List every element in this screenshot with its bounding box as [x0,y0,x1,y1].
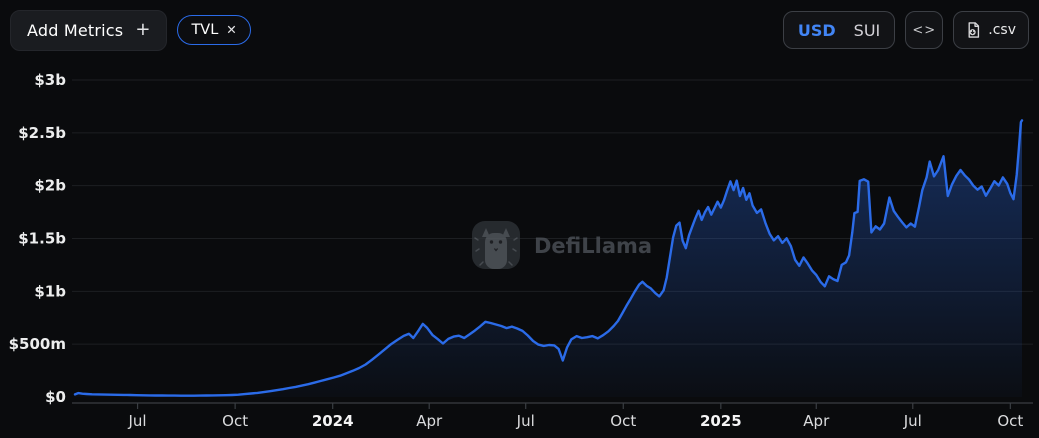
x-axis-label: Oct [997,412,1023,430]
download-csv-button[interactable]: .csv [953,11,1029,49]
x-axis-label: Oct [610,412,636,430]
x-axis-label: 2025 [700,412,742,430]
code-brackets-icon: <> [912,22,937,38]
add-metrics-label: Add Metrics [27,20,124,40]
y-axis-label: $2.5b [18,124,66,142]
svg-text:DefiLlama: DefiLlama [534,234,652,258]
csv-button-label: .csv [988,22,1016,38]
metric-chip-tvl[interactable]: TVL ✕ [177,15,251,45]
metric-chip-label: TVL [191,22,219,38]
close-icon[interactable]: ✕ [226,21,237,37]
x-axis-label: Apr [416,412,443,430]
x-axis-label: Oct [222,412,248,430]
csv-file-icon [966,22,981,38]
y-axis-label: $1.5b [18,230,66,248]
defillama-watermark: DefiLlama [472,221,652,269]
tvl-area-fill [75,120,1022,398]
add-metrics-button[interactable]: Add Metrics + [10,9,168,51]
y-axis-label: $500m [9,335,66,353]
y-axis-label: $2b [34,177,66,195]
plus-icon: + [135,19,151,40]
x-axis-label: Jul [516,412,535,430]
x-axis-label: 2024 [312,412,354,430]
currency-option-usd[interactable]: USD [797,20,836,40]
x-axis-label: Apr [803,412,830,430]
x-axis-label: Jul [128,412,147,430]
y-axis-label: $0 [45,388,66,406]
embed-code-button[interactable]: <> [905,11,944,49]
llama-icon [482,228,510,269]
currency-option-sui[interactable]: SUI [853,20,881,40]
y-axis-label: $1b [34,282,66,300]
tvl-line-series [73,119,1024,397]
chart-toolbar: Add Metrics + TVL ✕ USD SUI <> . [0,0,1039,60]
y-axis-label: $3b [34,71,66,89]
currency-toggle: USD SUI [782,11,896,49]
x-axis-label: Jul [903,412,922,430]
